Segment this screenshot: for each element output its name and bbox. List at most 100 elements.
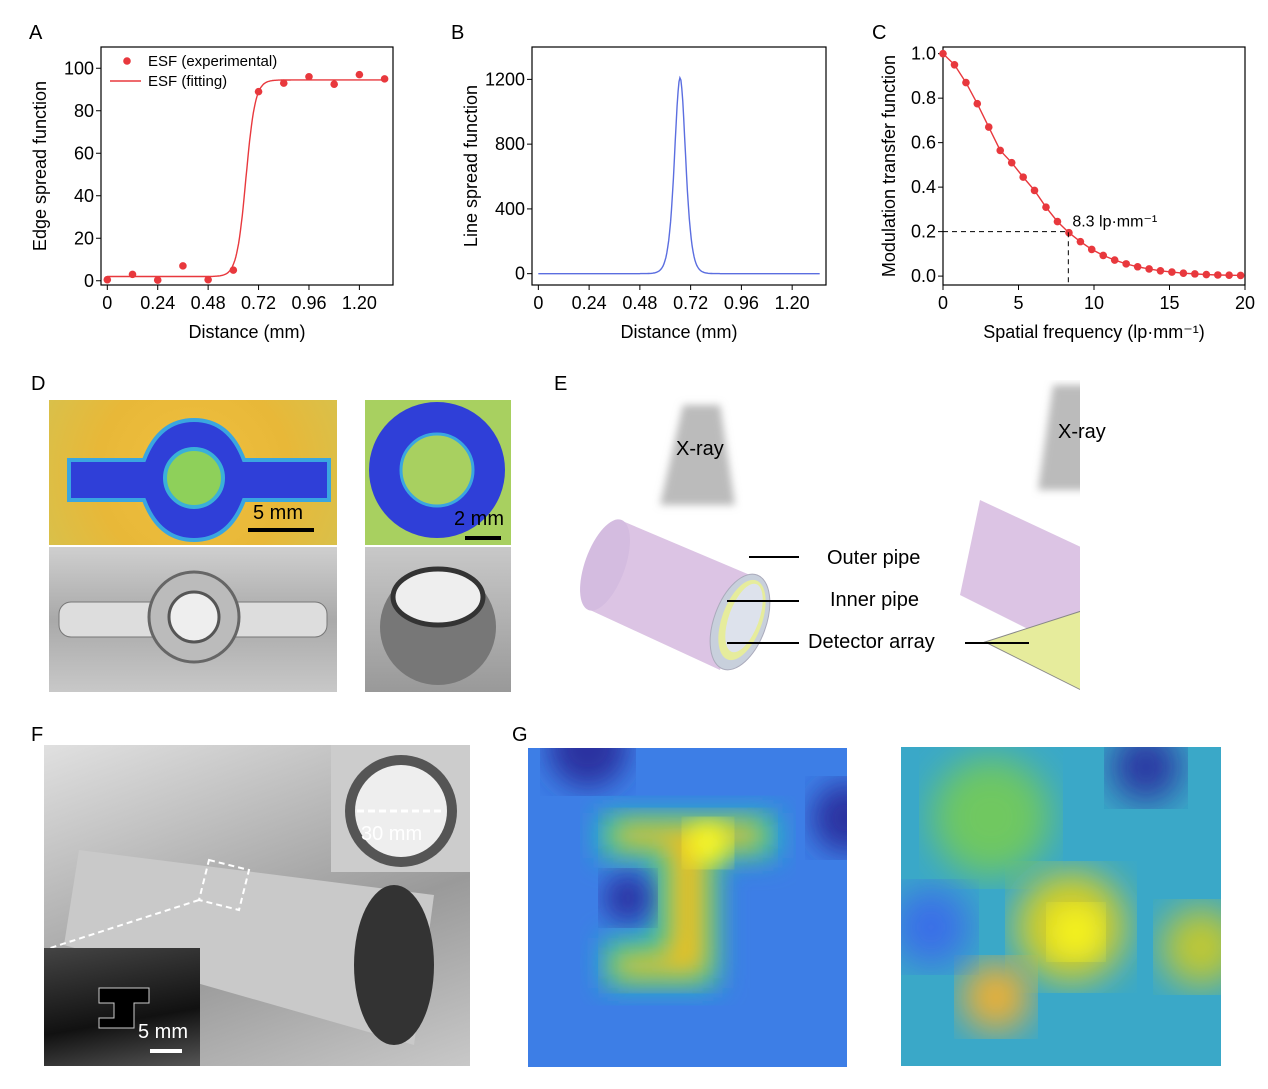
outer-pipe-label: Outer pipe — [827, 547, 921, 569]
x-tick-label: 0.48 — [622, 293, 657, 313]
xray-label-2: X-ray — [1058, 421, 1106, 443]
setup-schematic — [580, 385, 1080, 691]
scale-label-5mm: 5 mm — [253, 502, 303, 524]
detector-plate — [983, 610, 1080, 691]
scale-bar — [465, 536, 501, 540]
y-tick-label: 0 — [515, 264, 525, 284]
y-axis-label: Modulation transfer function — [879, 55, 899, 277]
series-line — [942, 53, 1241, 277]
legend-label: ESF (fitting) — [148, 73, 227, 90]
data-point — [996, 146, 1005, 155]
data-point — [1214, 271, 1222, 279]
y-tick-label: 60 — [74, 143, 94, 163]
arrow-inner — [727, 600, 799, 602]
reconstruction-map-1 — [528, 748, 847, 1067]
data-point — [1076, 237, 1085, 246]
data-point — [1007, 158, 1016, 167]
data-point — [939, 49, 947, 58]
x-axis-label: Spatial frequency (lp·mm⁻¹) — [983, 322, 1205, 342]
x-axis-label: Distance (mm) — [620, 322, 737, 342]
x-tick-label: 1.20 — [775, 293, 810, 313]
pipe-photo: 30 mm 5 mm — [44, 745, 470, 1066]
data-point — [1145, 265, 1153, 273]
arrow-detector-2 — [965, 642, 1029, 644]
data-point — [1225, 271, 1233, 280]
arrow-detector — [727, 642, 799, 644]
outer-pipe-2 — [960, 500, 1080, 655]
data-point — [179, 262, 187, 270]
panel-label-d: D — [31, 373, 46, 395]
pipe-cross-section-inset: 30 mm — [331, 745, 470, 872]
data-point — [1110, 256, 1119, 264]
x-tick-label: 0.72 — [673, 293, 708, 313]
charts-svg: 0 0.24 0.48 0.72 0.96 1.20020406080100Distanc… — [30, 44, 1255, 342]
data-point — [1202, 270, 1211, 279]
x-tick-label: 5 — [1013, 293, 1023, 313]
data-point — [355, 70, 364, 79]
data-point — [1191, 270, 1199, 278]
ring-xray-image: 2 mm — [365, 400, 511, 545]
data-point — [380, 75, 389, 83]
ring-photo — [365, 547, 511, 692]
xray-source-2 — [1038, 385, 1080, 490]
panel-label-f: F — [31, 724, 44, 746]
x-axis-label: Distance (mm) — [188, 322, 305, 342]
x-tick-label: 20 — [1235, 293, 1255, 313]
plot-frame — [531, 46, 827, 286]
y-tick-label: 400 — [495, 199, 525, 219]
x-tick-label: 10 — [1084, 293, 1104, 313]
scale-bar — [248, 528, 314, 532]
y-tick-label: 800 — [495, 134, 525, 154]
panel-label-c: C — [872, 22, 887, 44]
data-point — [1156, 266, 1165, 275]
panel-label-g: G — [512, 724, 528, 746]
data-point — [1168, 268, 1176, 276]
data-point — [103, 275, 112, 284]
x-tick-label: 0.24 — [572, 293, 607, 313]
data-point — [950, 60, 959, 69]
y-axis-label: Line spread function — [461, 85, 481, 247]
outer-pipe-1 — [590, 520, 750, 670]
xray-source-1 — [660, 405, 735, 505]
wingnut-xray-image: 5 mm — [49, 400, 337, 545]
data-point — [153, 276, 162, 284]
y-tick-label: 0.0 — [911, 266, 936, 286]
y-tick-label: 80 — [74, 101, 94, 121]
y-tick-label: 100 — [64, 58, 94, 78]
y-tick-label: 0 — [84, 271, 94, 291]
scale-label-2mm: 2 mm — [454, 508, 504, 530]
data-point — [1053, 217, 1062, 226]
series-line — [538, 75, 820, 275]
x-tick-label: 0.48 — [191, 293, 226, 313]
inner-pipe-label: Inner pipe — [830, 589, 919, 611]
data-point — [1099, 251, 1108, 260]
data-point — [1042, 203, 1050, 211]
x-tick-label: 0.24 — [140, 293, 175, 313]
data-point — [204, 275, 212, 284]
y-tick-label: 0.6 — [911, 133, 936, 153]
y-tick-label: 20 — [74, 228, 94, 248]
x-tick-label: 0.96 — [291, 293, 326, 313]
data-point — [1065, 228, 1073, 237]
x-tick-label: 1.20 — [342, 293, 377, 313]
data-point — [330, 80, 338, 88]
data-point — [962, 78, 970, 87]
plot-frame — [100, 46, 394, 286]
diameter-label: 30 mm — [361, 823, 423, 845]
data-point — [984, 123, 993, 131]
y-tick-label: 1.0 — [911, 44, 936, 64]
x-tick-label: 0.72 — [241, 293, 276, 313]
series-line — [107, 79, 385, 278]
legend-marker-experimental — [123, 57, 131, 65]
panel-label-b: B — [451, 22, 465, 44]
y-tick-label: 1200 — [485, 69, 525, 89]
y-tick-label: 0.8 — [911, 88, 936, 108]
x-tick-label: 0.96 — [724, 293, 759, 313]
data-point — [1019, 173, 1027, 181]
panel-label-e: E — [554, 373, 568, 395]
x-tick-label: 15 — [1159, 293, 1179, 313]
xray-label-1: X-ray — [676, 438, 724, 460]
data-point — [1030, 186, 1039, 195]
data-point — [1122, 260, 1130, 268]
